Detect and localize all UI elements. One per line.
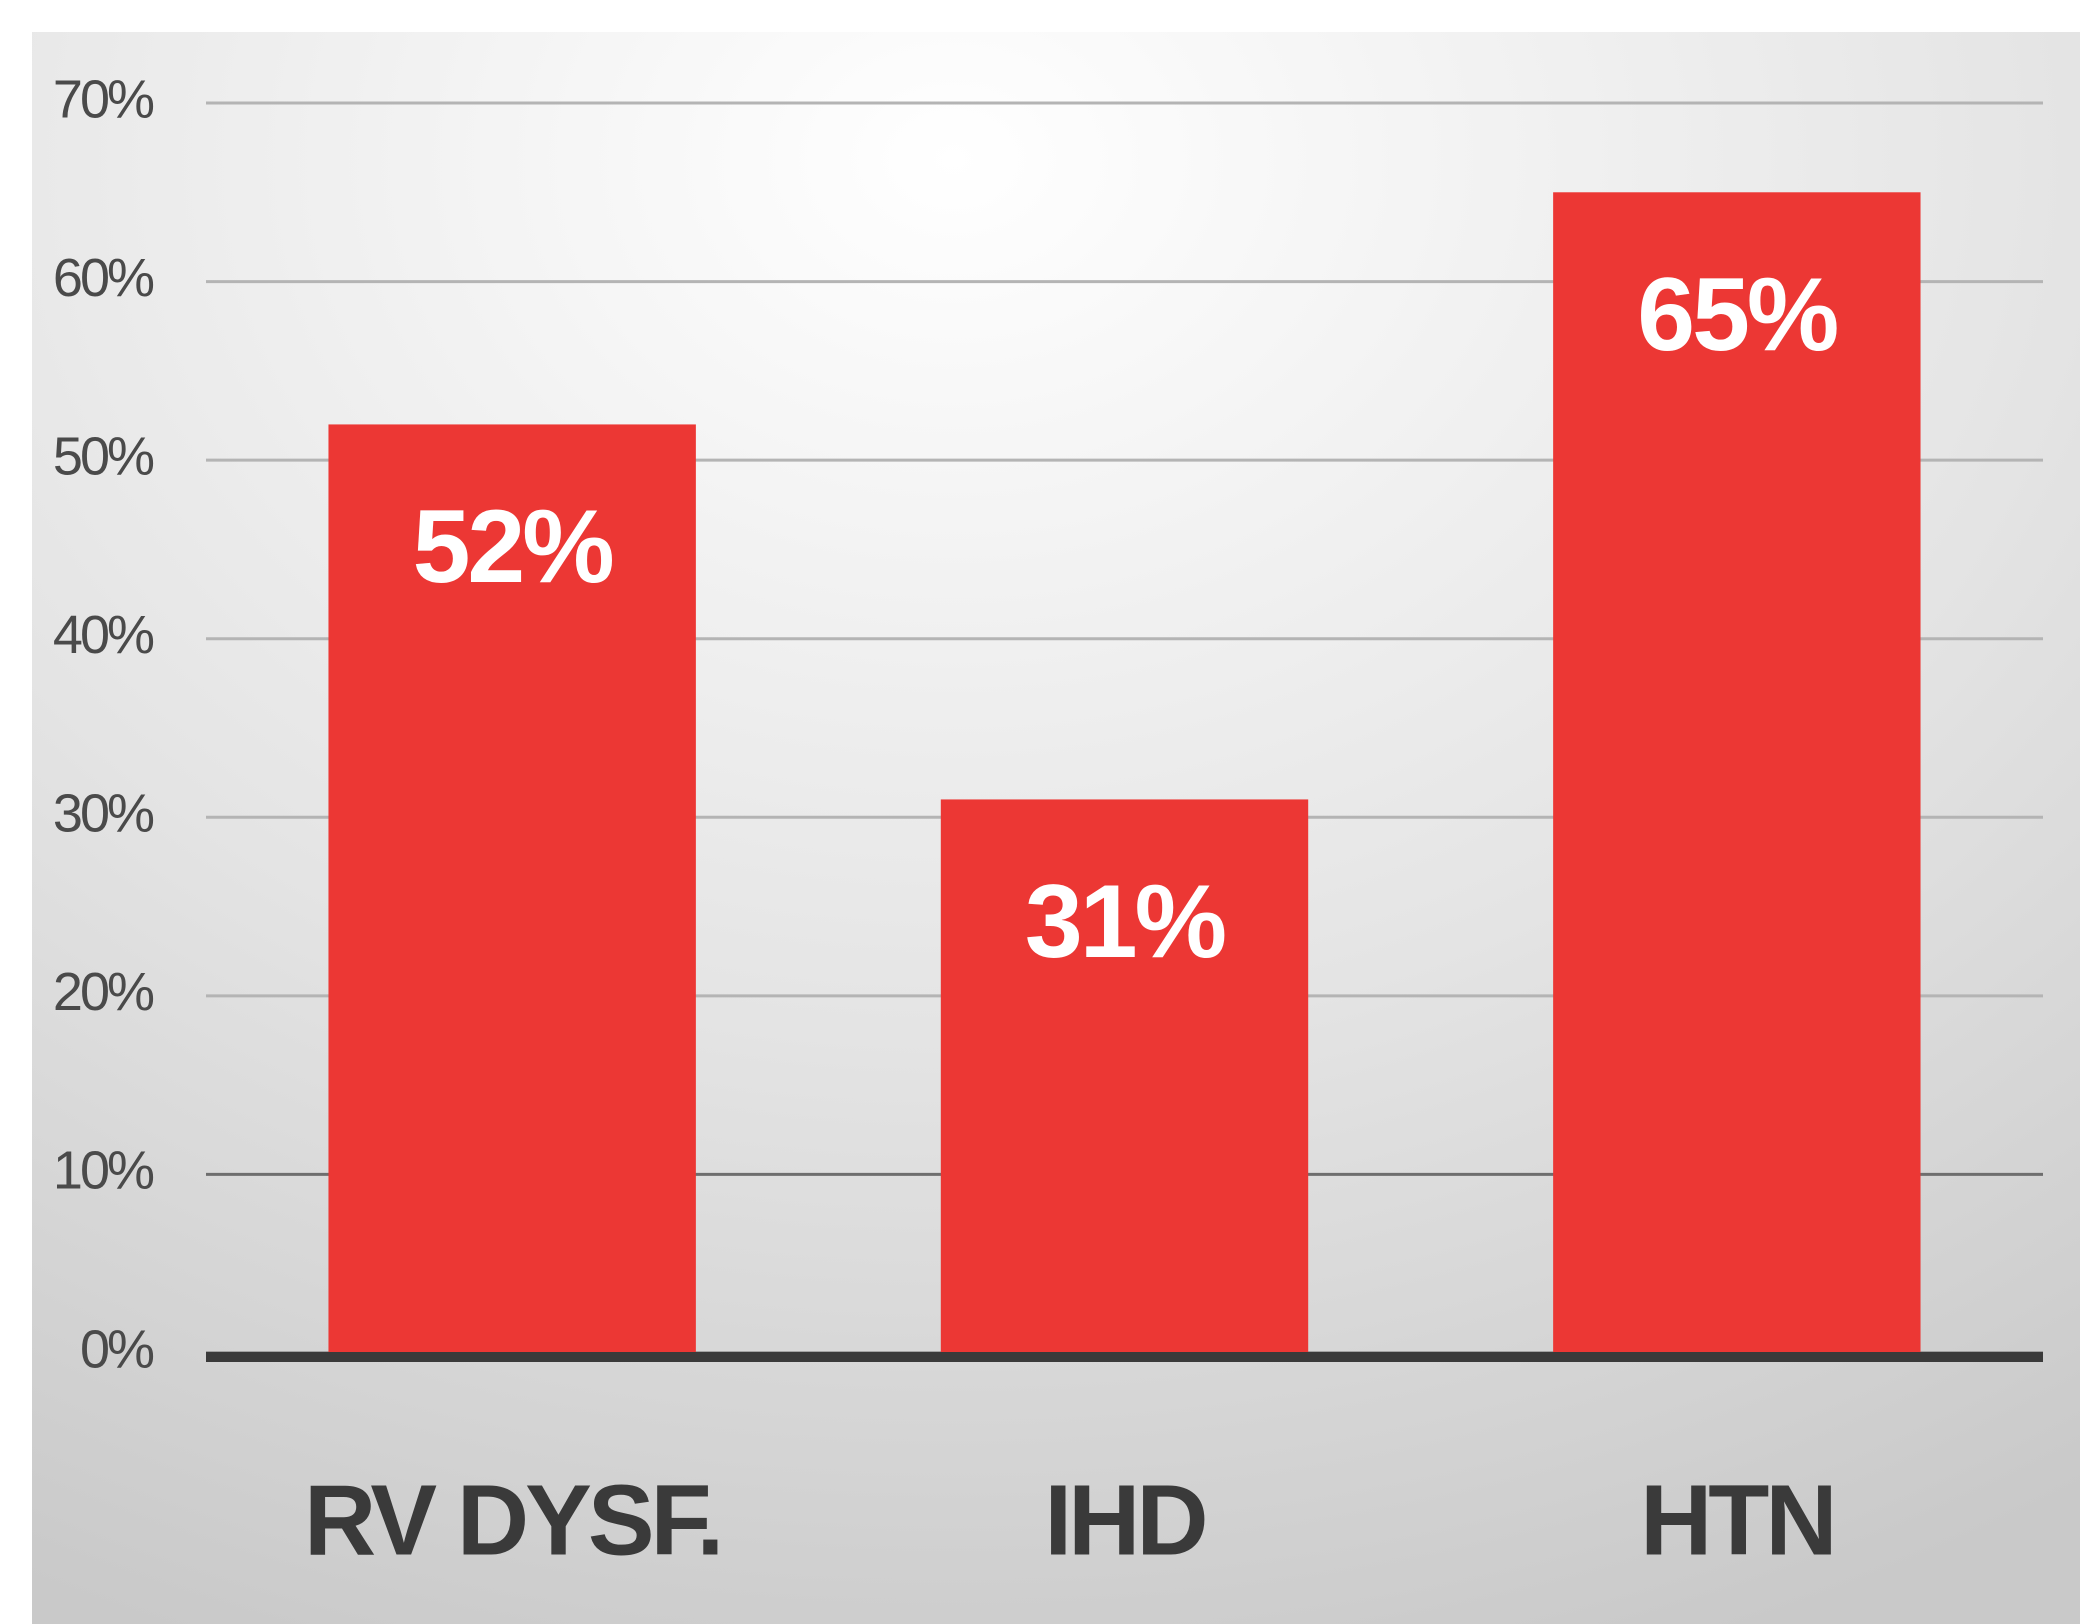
y-tick-label: 70% (53, 69, 154, 129)
x-tick-label: IHD (1044, 1464, 1205, 1576)
y-tick-label: 50% (53, 426, 154, 486)
y-tick-label: 40% (53, 605, 154, 665)
data-label: 31% (1025, 864, 1225, 980)
y-tick-label: 30% (53, 784, 154, 844)
y-tick-label: 0% (80, 1319, 154, 1379)
bar (328, 424, 696, 1353)
y-tick-label: 60% (53, 248, 154, 308)
data-label: 65% (1637, 257, 1837, 373)
bar (940, 799, 1309, 1353)
data-label: 52% (413, 489, 613, 605)
y-tick-label: 20% (53, 962, 154, 1022)
bar (1553, 192, 1921, 1353)
y-tick-label: 10% (53, 1141, 154, 1201)
x-tick-label: HTN (1640, 1464, 1834, 1576)
x-tick-label: RV DYSF. (304, 1464, 720, 1576)
